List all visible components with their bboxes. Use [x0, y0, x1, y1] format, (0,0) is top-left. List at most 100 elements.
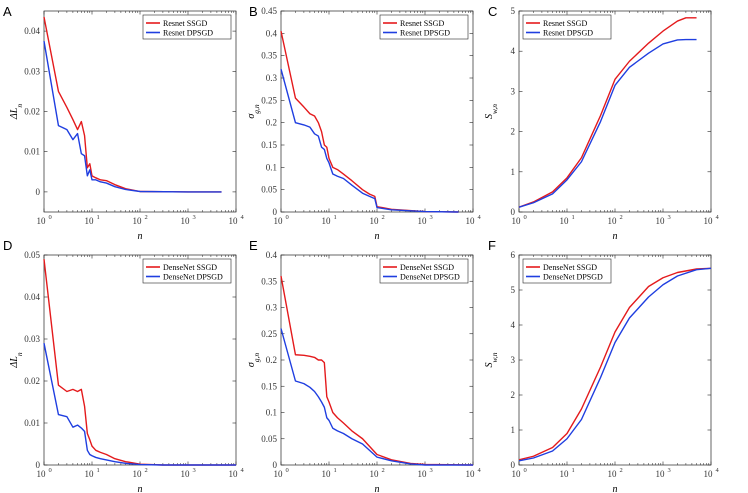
y-tick-label: 6	[511, 250, 516, 260]
y-tick-label: 0.3	[266, 303, 278, 313]
x-tick-label: 10	[322, 469, 332, 479]
x-tick-exponent: 1	[334, 467, 337, 474]
y-axis-label: Sw,n	[484, 104, 499, 119]
chart-panel-a: A10 0 10 1 10 2 10 3 10 400.010.020.030.04nΔLnRes…	[3, 4, 245, 242]
x-tick-label: 10	[608, 469, 618, 479]
x-tick-label: 10	[229, 469, 239, 479]
x-tick-label: 10	[370, 469, 380, 479]
x-tick-exponent: 4	[716, 214, 720, 221]
x-tick-exponent: 2	[620, 467, 623, 474]
axes-box	[280, 254, 474, 466]
x-tick-exponent: 0	[524, 467, 527, 474]
x-tick-label: 10	[656, 469, 666, 479]
x-tick-exponent: 3	[430, 467, 433, 474]
y-tick-label: 0.25	[261, 95, 277, 105]
legend-entry: DenseNet DPSGD	[400, 273, 460, 282]
x-tick-label: 10	[85, 469, 95, 479]
panel-letter: C	[488, 4, 497, 19]
x-tick-label: 10	[322, 216, 332, 226]
y-tick-label: 0.02	[24, 376, 40, 386]
x-tick-exponent: 0	[49, 467, 52, 474]
y-tick-label: 0	[511, 460, 516, 470]
x-tick-label: 10	[274, 469, 284, 479]
x-tick-exponent: 4	[478, 467, 482, 474]
legend-entry: Resnet DPSGD	[163, 29, 213, 38]
x-tick-exponent: 2	[382, 214, 385, 221]
y-tick-label: 0.25	[261, 329, 277, 339]
axes-box	[518, 10, 712, 213]
series-line-resnet-dpsgd	[518, 38, 697, 208]
x-tick-exponent: 2	[620, 214, 623, 221]
x-tick-exponent: 2	[145, 467, 148, 474]
panel-letter: D	[3, 238, 12, 253]
x-tick-exponent: 2	[382, 467, 385, 474]
x-tick-label: 10	[466, 469, 476, 479]
legend-entry: Resnet DPSGD	[543, 29, 593, 38]
chart-panel-d: D10 0 10 1 10 2 10 3 10 400.010.020.030.040.05nΔL…	[3, 238, 245, 493]
x-tick-exponent: 3	[430, 214, 433, 221]
x-tick-exponent: 4	[716, 467, 720, 474]
x-tick-label: 10	[656, 216, 666, 226]
x-tick-label: 10	[85, 216, 95, 226]
axes-box	[43, 254, 237, 466]
y-tick-label: 0	[273, 460, 278, 470]
y-tick-label: 0	[273, 207, 278, 217]
chart-panel-b: B10 0 10 1 10 2 10 3 10 400.050.10.150.20.250.30.…	[246, 4, 482, 242]
y-tick-label: 0.02	[24, 107, 40, 117]
series-line-densenet-ssgd	[43, 259, 236, 466]
panel-letter: F	[488, 238, 496, 253]
legend-entry: Resnet SSGD	[543, 19, 587, 28]
x-axis-label: n	[375, 484, 380, 493]
y-tick-label: 0.35	[261, 276, 277, 286]
chart-panel-e: E10 0 10 1 10 2 10 3 10 400.050.10.150.20.250.30.…	[246, 238, 482, 493]
y-tick-label: 0.01	[24, 147, 40, 157]
legend-box	[142, 14, 232, 40]
x-tick-exponent: 3	[193, 214, 196, 221]
series-line-densenet-dpsgd	[280, 328, 473, 466]
legend-box	[522, 14, 612, 40]
series-line-resnet-dpsgd	[280, 68, 459, 213]
x-tick-exponent: 1	[572, 467, 575, 474]
y-tick-label: 5	[511, 285, 516, 295]
legend-entry: Resnet SSGD	[400, 19, 444, 28]
y-tick-label: 0.03	[24, 334, 40, 344]
legend-entry: DenseNet SSGD	[543, 263, 597, 272]
x-tick-exponent: 3	[193, 467, 196, 474]
y-tick-label: 0.1	[266, 162, 277, 172]
x-tick-exponent: 1	[334, 214, 337, 221]
legend-entry: Resnet SSGD	[163, 19, 207, 28]
y-tick-label: 0	[36, 460, 41, 470]
axes-box	[518, 254, 712, 466]
legend-entry: Resnet DPSGD	[400, 29, 450, 38]
panel-letter: A	[3, 4, 12, 19]
x-tick-label: 10	[37, 469, 47, 479]
x-tick-label: 10	[418, 469, 428, 479]
y-tick-label: 0.04	[24, 292, 40, 302]
x-tick-label: 10	[133, 469, 143, 479]
x-tick-exponent: 0	[286, 214, 289, 221]
panel-letter: E	[249, 238, 258, 253]
x-tick-label: 10	[466, 216, 476, 226]
x-tick-label: 10	[274, 216, 284, 226]
y-tick-label: 0.04	[24, 26, 40, 36]
y-tick-label: 0.35	[261, 51, 277, 61]
axes-box	[43, 10, 237, 213]
axes-box	[280, 10, 474, 213]
x-tick-exponent: 3	[668, 214, 671, 221]
legend-box	[379, 258, 469, 284]
x-tick-exponent: 1	[97, 214, 100, 221]
y-tick-label: 0.4	[266, 28, 278, 38]
y-tick-label: 0.15	[261, 140, 277, 150]
y-axis-label: Sw,n	[484, 352, 499, 367]
x-tick-label: 10	[704, 469, 714, 479]
x-tick-label: 10	[181, 469, 191, 479]
y-tick-label: 0.01	[24, 418, 40, 428]
y-tick-label: 4	[511, 46, 516, 56]
